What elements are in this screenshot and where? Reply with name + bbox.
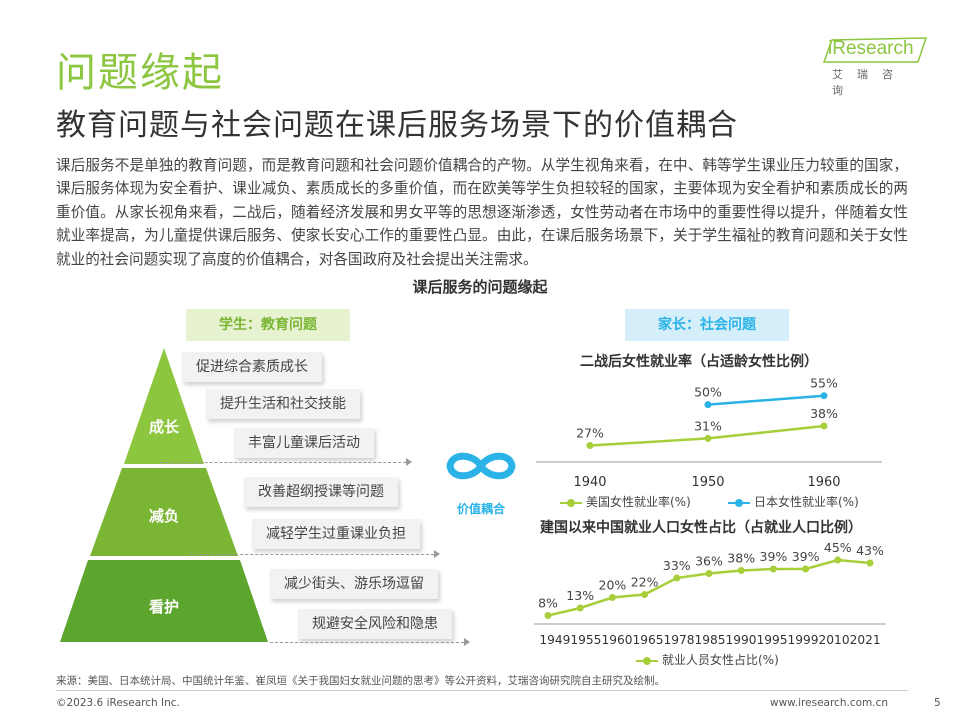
divider-burden (190, 554, 434, 555)
divider-care (270, 642, 464, 643)
chart2-point-2010 (834, 556, 842, 564)
chart2-label-1960: 20% (599, 578, 627, 593)
chart2-point-2021 (866, 559, 874, 567)
chart2-point-1965 (641, 591, 649, 598)
chart2-point-1985 (705, 570, 713, 577)
divider-arrow-icon (406, 458, 412, 466)
chart2-plot: 1949195519601965197819851990199519992010… (534, 540, 886, 647)
student-pill: 学生：教育问题 (186, 309, 350, 341)
chart1-series-1-label-2: 55% (810, 376, 838, 391)
chart2-point-1960 (608, 594, 616, 601)
chart1-series-1-point-2 (820, 392, 828, 400)
chart1-x-tick-1960: 1960 (807, 475, 840, 490)
chart2-point-1990 (737, 567, 745, 574)
pyramid-label-care: 看护 (149, 598, 180, 616)
bubble-growth-3: 丰富儿童课后活动 (234, 428, 374, 458)
bubble-growth-1: 促进综合素质成长 (182, 352, 322, 382)
divider-arrow-icon (434, 550, 440, 558)
chart1-series-1-point-1 (704, 401, 712, 409)
iresearch-logo: iResearch 艾瑞咨询 (822, 36, 928, 97)
pyramid-label-growth: 成长 (149, 418, 180, 436)
copyright: ©2023.6 iResearch Inc. (56, 697, 180, 709)
page-subtitle: 教育问题与社会问题在课后服务场景下的价值耦合 (56, 108, 738, 143)
source-note: 来源：美国、日本统计局、中国统计年鉴、崔凤垣《关于我国妇女就业问题的思考》等公开… (56, 675, 665, 687)
chart1-series-0-label-0: 27% (576, 426, 604, 441)
chart2-label-1999: 39% (792, 549, 820, 564)
page-number: 5 (934, 697, 941, 709)
chart2-x-ticks: 1949195519601965197819851990199519992010… (539, 633, 880, 647)
legend-cn-label: 就业人员女性占比(%) (662, 653, 779, 667)
page-title: 问题缘起 (56, 50, 224, 96)
bubble-care-1: 减少街头、游乐场逗留 (270, 569, 438, 599)
pyramid-top (124, 348, 204, 464)
chart2-label-2010: 45% (824, 540, 852, 555)
pyramid-bottom (60, 560, 268, 642)
chart2-label-1990: 38% (727, 551, 755, 566)
chart2-label-1949: 8% (538, 596, 558, 611)
website-link[interactable]: www.iresearch.com.cn (770, 697, 889, 709)
chart1-x-tick-1950: 1950 (691, 475, 724, 490)
pyramid-diagram (60, 348, 268, 642)
chart1-legend-jp: 日本女性就业率(%) (728, 493, 859, 510)
chart2-point-1955 (576, 604, 584, 612)
chart2-point-1949 (544, 612, 552, 619)
bubble-burden-1: 改善超纲授课等问题 (244, 477, 398, 507)
footer-divider (56, 690, 908, 691)
chart2-point-1995 (769, 565, 777, 573)
logo-text: iResearch (828, 38, 914, 59)
chart1-title: 二战后女性就业率（占适龄女性比例） (580, 354, 818, 370)
intro-paragraph: 课后服务不是单独的教育问题，而是教育问题和社会问题价值耦合的产物。从学生视角来看… (56, 157, 908, 268)
chart1-series-1-line (707, 394, 825, 406)
chart2-label-1955: 13% (566, 588, 594, 603)
divider-arrow-icon (464, 638, 470, 646)
pyramid-middle (90, 468, 238, 556)
bubble-growth-2: 提升生活和社交技能 (206, 389, 360, 419)
legend-jp-label: 日本女性就业率(%) (754, 495, 859, 509)
chart2-label-2021: 43% (856, 543, 884, 558)
divider-growth (160, 462, 406, 463)
chart2-legend: 就业人员女性占比(%) (636, 651, 779, 668)
chart1-series-1-label-1: 50% (694, 385, 722, 400)
chart2-label-1978: 33% (663, 558, 691, 573)
parent-pill: 家长：社会问题 (625, 309, 789, 341)
chart2-title: 建国以来中国就业人口女性占比（占就业人口比例） (540, 520, 862, 536)
bubble-care-2: 规避安全风险和隐患 (298, 609, 452, 639)
section-title: 课后服务的问题缘起 (412, 278, 548, 296)
pyramid-label-burden: 减负 (149, 507, 180, 525)
chart1-series-0-label-2: 38% (810, 406, 838, 421)
legend-us-label: 美国女性就业率(%) (586, 495, 691, 509)
legend-line-icon (560, 498, 582, 507)
legend-line-icon (728, 498, 750, 507)
logo-subtext: 艾瑞咨询 (832, 68, 907, 97)
link-label: 价值耦合 (456, 502, 505, 516)
bubble-burden-2: 减轻学生过重课业负担 (252, 519, 420, 549)
legend-line-icon (636, 656, 658, 665)
chart2-label-1985: 36% (695, 554, 723, 569)
chart1-series-0-point-2 (820, 422, 828, 430)
chart2-label-1995: 39% (760, 549, 788, 564)
chart1-plot: 1940 1950 1960 27% 31% 38% 50% 55% (536, 376, 882, 490)
logo-badge-icon (822, 37, 928, 63)
chart1-series-0-label-1: 31% (694, 418, 722, 433)
chart2-label-1965: 22% (631, 575, 659, 590)
infinity-icon (446, 452, 516, 480)
chart1-series-0-point-1 (704, 434, 712, 442)
chart1-x-tick-1940: 1940 (573, 475, 606, 490)
chart1-series-0-point-0 (586, 442, 594, 450)
chart2-point-1999 (802, 565, 810, 573)
chart1-legend-us: 美国女性就业率(%) (560, 493, 691, 510)
chart2-point-1978 (673, 574, 681, 582)
